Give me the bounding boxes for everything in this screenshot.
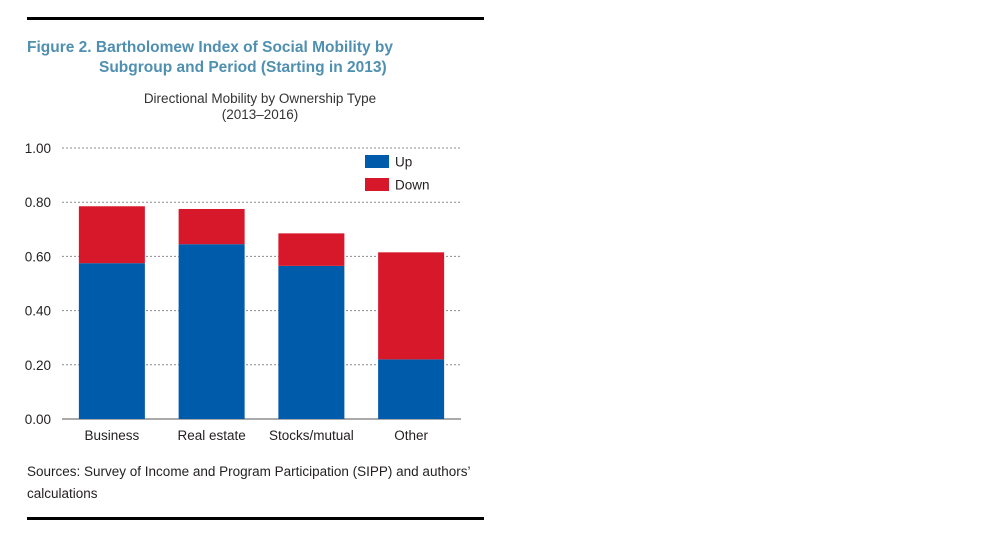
bar-up-real-estate — [178, 244, 245, 419]
y-tick-label: 0.80 — [25, 195, 51, 210]
bar-down-other — [378, 252, 445, 360]
x-tick-label: Other — [394, 428, 428, 443]
chart-period: (2013–2016) — [221, 107, 299, 122]
x-tick-label: Real estate — [177, 428, 245, 443]
legend-swatch-down — [365, 178, 389, 191]
chart-title-text: Directional Mobility by Ownership Type — [143, 91, 377, 106]
x-tick-label: Stocks/mutual — [269, 428, 354, 443]
y-tick-label: 1.00 — [25, 141, 51, 156]
bar-down-real-estate — [178, 208, 245, 245]
bottom-rule — [27, 517, 484, 520]
bar-up-business — [78, 263, 145, 419]
sources-note: Sources: Survey of Income and Program Pa… — [27, 464, 470, 501]
figure-title-line-1: Figure 2. Bartholomew Index of Social Mo… — [27, 39, 394, 56]
y-tick-label: 0.60 — [25, 249, 51, 264]
chart-title: Directional Mobility by Ownership Type (… — [60, 91, 460, 123]
figure-title: Figure 2. Bartholomew Index of Social Mo… — [27, 38, 487, 78]
legend-label-up: Up — [395, 155, 412, 170]
y-tick-label: 0.00 — [25, 412, 51, 427]
x-tick-label: Business — [84, 428, 139, 443]
legend-swatch-up — [365, 155, 389, 168]
bar-up-stocks-mutual — [278, 265, 345, 419]
figure-title-line-2: Subgroup and Period (Starting in 2013) — [99, 59, 387, 76]
bar-down-business — [78, 206, 145, 264]
bar-down-stocks-mutual — [278, 233, 345, 266]
top-rule — [27, 17, 484, 20]
bar-up-other — [378, 359, 445, 419]
legend-label-down: Down — [395, 178, 430, 193]
y-tick-label: 0.20 — [25, 358, 51, 373]
y-tick-label: 0.40 — [25, 304, 51, 319]
